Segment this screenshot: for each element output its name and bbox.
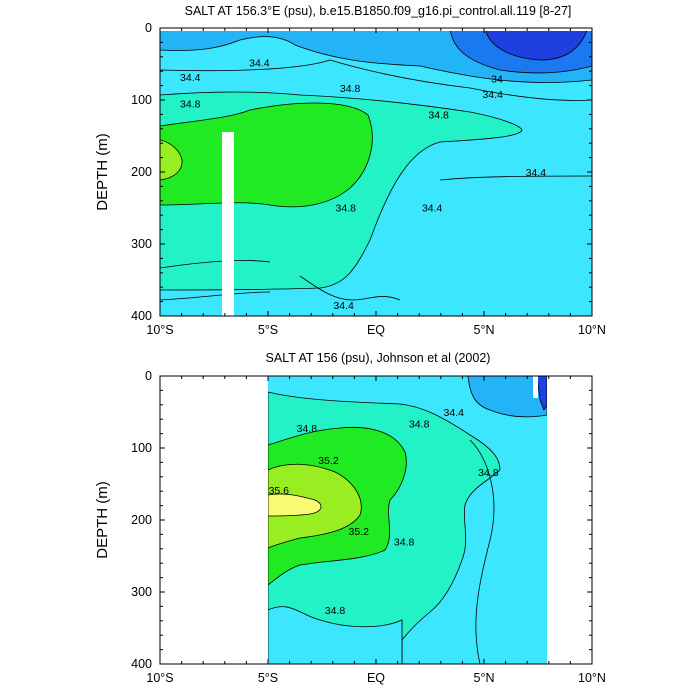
contour-label: 34 — [491, 73, 503, 85]
x-tick-label: EQ — [367, 671, 385, 685]
x-tick-label: 5°N — [474, 671, 495, 685]
contour-line-34-8-east — [469, 439, 495, 664]
contour-label: 34.4 — [482, 89, 503, 101]
missing-data-gap — [533, 376, 538, 398]
panel-model: SALT AT 156.3°E (psu), b.e15.B1850.f09_g… — [94, 4, 606, 337]
missing-data-strip — [222, 132, 234, 316]
contour-fill-35-2 — [160, 102, 373, 208]
x-tick-label: 5°N — [474, 323, 495, 337]
x-tick-label: 10°S — [146, 671, 173, 685]
contour-label: 35.2 — [349, 526, 370, 538]
contour-label: 35.6 — [269, 485, 290, 497]
x-tick-label: EQ — [367, 323, 385, 337]
contour-label: 34.8 — [340, 83, 361, 95]
contour-label: 34.8 — [297, 423, 318, 435]
contour-line-34-4-deep — [160, 259, 401, 301]
y-tick-label: 200 — [131, 165, 152, 179]
x-tick-label: 10°N — [578, 671, 606, 685]
contour-field-model — [160, 28, 592, 316]
contour-labels-observed: 34.4 34.8 34.8 35.2 34.8 35.6 35.2 34.8 34.8 — [269, 407, 499, 617]
y-tick-label: 400 — [131, 657, 152, 671]
contour-label: 34.8 — [394, 537, 415, 549]
contour-label: 34.4 — [249, 58, 270, 70]
x-tick-label: 5°S — [258, 323, 278, 337]
contour-fill-33 — [536, 376, 547, 411]
contour-label: 34.8 — [409, 419, 430, 431]
contour-label: 34.4 — [444, 407, 465, 419]
x-tick-label: 5°S — [258, 671, 278, 685]
axis-ticks-model: 10°S 5°S EQ 5°N 10°N 0 100 200 300 400 — [131, 21, 606, 337]
contour-label: 35.2 — [318, 455, 339, 467]
contour-label: 34.4 — [180, 72, 201, 84]
contour-labels-model: 34.4 34.4 34.8 34.8 34.8 34 34.4 34.8 34.4 34.4 34… — [180, 58, 546, 313]
contour-label: 34.4 — [333, 300, 354, 312]
y-tick-label: 300 — [131, 585, 152, 599]
panel-observed: SALT AT 156 (psu), Johnson et al (2002) … — [94, 351, 606, 685]
contour-fill-36 — [268, 493, 322, 517]
contour-line-34-4-upper — [160, 59, 592, 101]
contour-label: 34.4 — [422, 202, 443, 214]
contour-label: 34.4 — [526, 167, 547, 179]
contour-fill-34-4-deep-pocket — [268, 606, 403, 664]
contour-line-34-4-east — [439, 175, 592, 181]
contour-fill-35-6 — [160, 139, 183, 181]
contour-label: 34.8 — [336, 202, 357, 214]
y-tick-label: 0 — [145, 21, 152, 35]
y-tick-label: 0 — [145, 369, 152, 383]
y-axis-label-observed: DEPTH (m) — [94, 481, 111, 559]
y-tick-label: 400 — [131, 309, 152, 323]
contour-label: 34.8 — [428, 109, 449, 121]
chart-title-observed: SALT AT 156 (psu), Johnson et al (2002) — [266, 351, 491, 365]
contour-field-observed — [268, 376, 547, 664]
y-tick-label: 200 — [131, 513, 152, 527]
y-tick-label: 300 — [131, 237, 152, 251]
chart-title-model: SALT AT 156.3°E (psu), b.e15.B1850.f09_g… — [185, 4, 572, 18]
y-tick-label: 100 — [131, 441, 152, 455]
contour-fill-33 — [484, 28, 589, 61]
contour-label: 34.8 — [180, 99, 201, 111]
y-tick-label: 100 — [131, 93, 152, 107]
axis-ticks-observed: 10°S 5°S EQ 5°N 10°N 0 100 200 300 400 — [131, 369, 606, 685]
contour-fill-34 — [467, 376, 547, 418]
x-tick-label: 10°S — [146, 323, 173, 337]
contour-label: 34.8 — [325, 605, 346, 617]
contour-label: 34.8 — [478, 467, 499, 479]
y-axis-label-model: DEPTH (m) — [94, 133, 111, 211]
x-tick-label: 10°N — [578, 323, 606, 337]
